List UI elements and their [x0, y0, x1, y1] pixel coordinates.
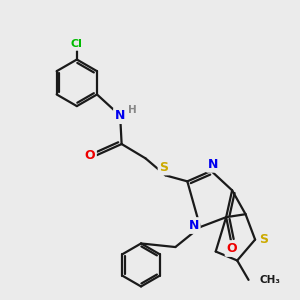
Text: N: N [208, 158, 218, 171]
Text: S: S [259, 233, 268, 246]
Text: H: H [128, 105, 137, 115]
Text: CH₃: CH₃ [260, 275, 281, 285]
Text: N: N [115, 109, 125, 122]
Text: Cl: Cl [71, 39, 83, 49]
Text: O: O [226, 242, 237, 255]
Text: N: N [188, 219, 199, 232]
Text: O: O [84, 149, 95, 162]
Text: S: S [160, 160, 169, 173]
